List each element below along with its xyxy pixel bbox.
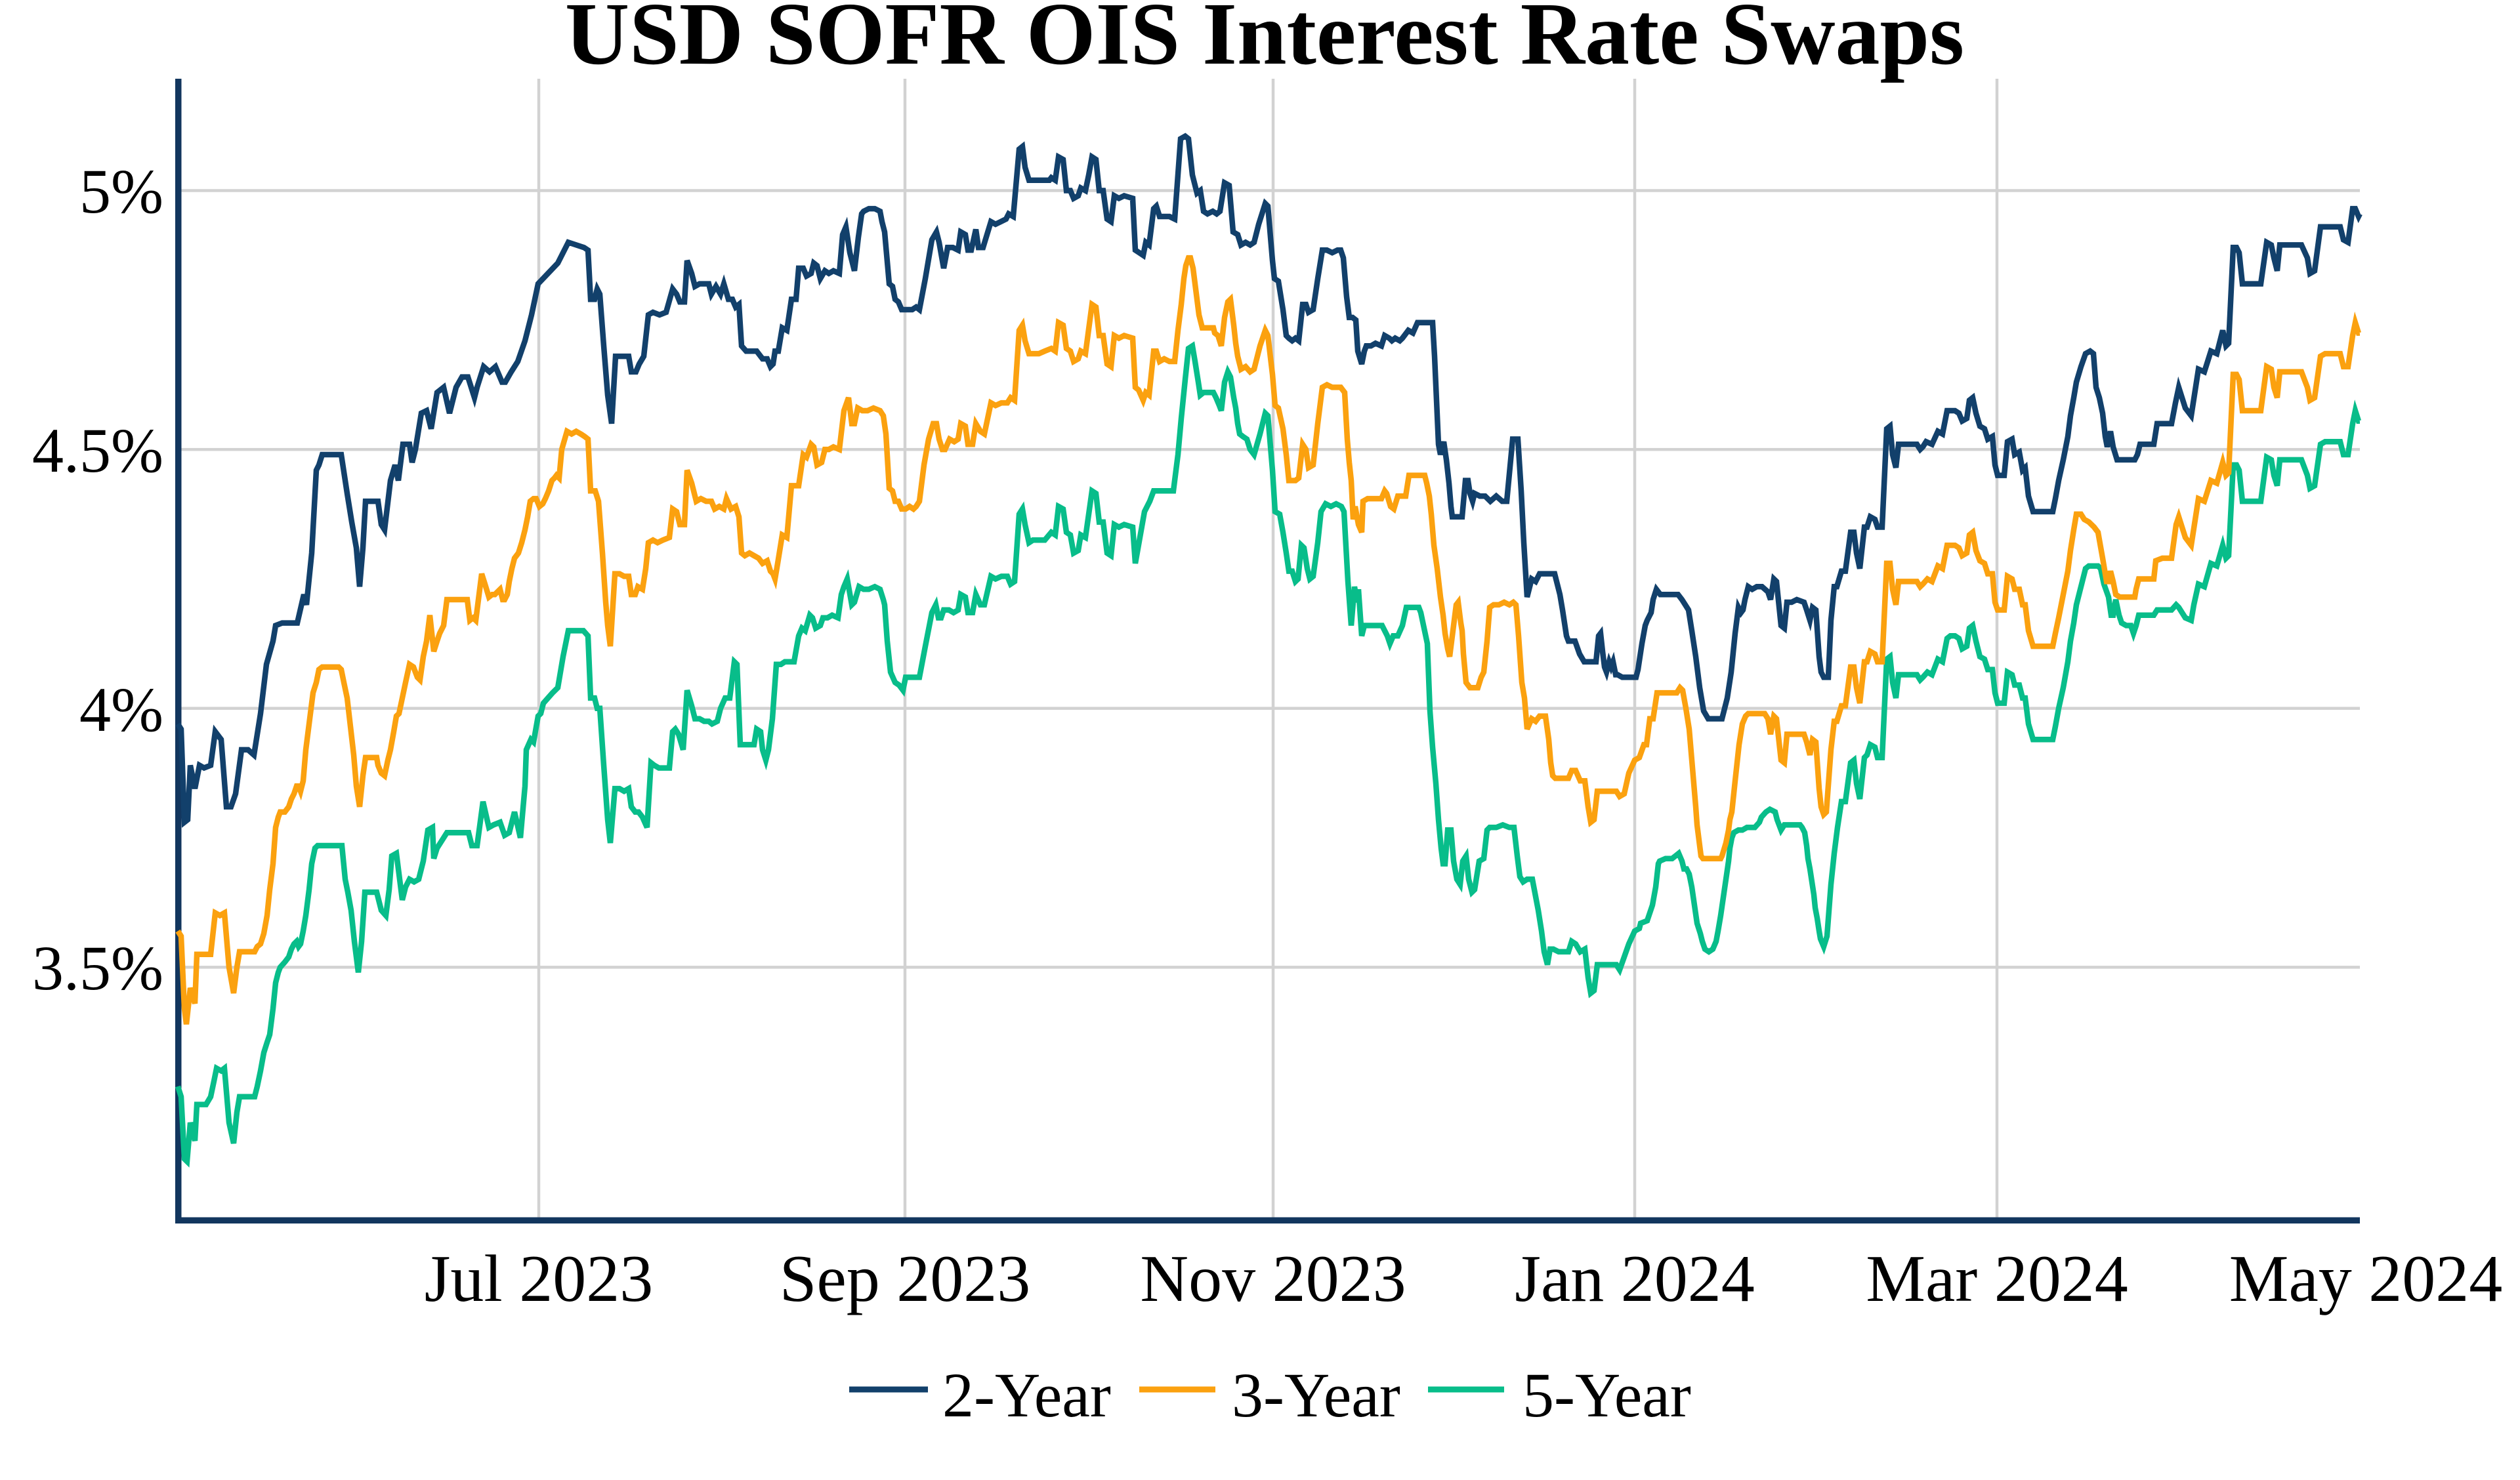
svg-text:5-Year: 5-Year bbox=[1522, 1360, 1691, 1430]
svg-text:Jul 2023: Jul 2023 bbox=[425, 1242, 654, 1316]
svg-text:2-Year: 2-Year bbox=[942, 1360, 1111, 1430]
svg-text:5%: 5% bbox=[79, 156, 163, 226]
svg-text:3.5%: 3.5% bbox=[32, 933, 163, 1003]
svg-text:Nov 2023: Nov 2023 bbox=[1140, 1242, 1406, 1316]
svg-text:Sep 2023: Sep 2023 bbox=[780, 1242, 1031, 1316]
svg-text:USD SOFR OIS Interest Rate Swa: USD SOFR OIS Interest Rate Swaps bbox=[565, 0, 1964, 83]
svg-text:Jan 2024: Jan 2024 bbox=[1515, 1242, 1754, 1316]
svg-text:4.5%: 4.5% bbox=[32, 415, 163, 485]
svg-text:May 2024: May 2024 bbox=[2229, 1242, 2502, 1316]
svg-text:Mar 2024: Mar 2024 bbox=[1866, 1242, 2128, 1316]
svg-text:3-Year: 3-Year bbox=[1232, 1360, 1400, 1430]
svg-text:4%: 4% bbox=[79, 674, 163, 745]
